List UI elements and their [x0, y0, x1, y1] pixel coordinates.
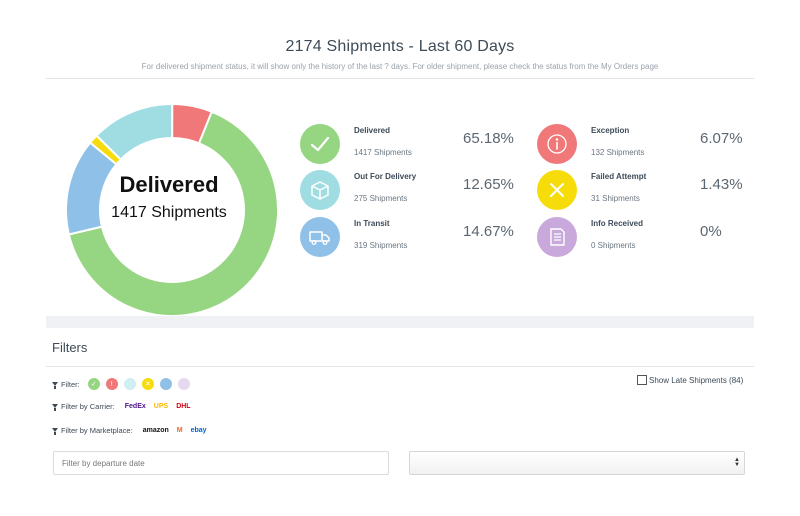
stat-label: In Transit	[354, 219, 390, 228]
marketplace-filter-label: Filter by Marketplace:	[61, 425, 133, 435]
header-divider	[46, 78, 754, 79]
donut-center-title: Delivered	[119, 172, 219, 197]
stat-count: 319 Shipments	[354, 241, 408, 250]
truck-icon	[300, 217, 340, 257]
funnel-icon	[52, 404, 58, 411]
package-icon	[300, 170, 340, 210]
status-filter-label: Filter:	[61, 379, 80, 389]
status-chip-failed-attempt[interactable]: ✕	[141, 378, 154, 390]
carrier-logo-group: FedEx UPS DHL	[117, 403, 191, 410]
select-arrows-icon: ▲ ▼	[734, 457, 740, 468]
carrier-logo-fedex[interactable]: FedEx	[124, 402, 146, 410]
stat-percent: 14.67%	[463, 223, 514, 240]
stat-label: Failed Attempt	[591, 172, 647, 181]
document-icon	[537, 217, 577, 257]
status-chip-out-for-delivery[interactable]	[123, 378, 136, 390]
status-chip-delivered[interactable]: ✓	[87, 378, 100, 390]
filter-select[interactable]: ▲ ▼	[409, 451, 745, 475]
info-icon	[537, 124, 577, 164]
donut-segment-delivered[interactable]	[67, 110, 279, 317]
stat-count: 0 Shipments	[591, 241, 636, 250]
carrier-logo-dhl[interactable]: DHL	[176, 402, 191, 410]
status-chip-info-received[interactable]	[177, 378, 190, 390]
status-chip-exception[interactable]: !	[105, 378, 118, 390]
stat-failed-attempt[interactable]: Failed Attempt 31 Shipments 1.43%	[537, 170, 747, 214]
stat-exception[interactable]: Exception 132 Shipments 6.07%	[537, 124, 747, 168]
funnel-icon	[52, 428, 58, 435]
page-subtitle: For delivered shipment status, it will s…	[141, 62, 659, 71]
carrier-logo-ups[interactable]: UPS	[153, 402, 169, 410]
page-title: 2174 Shipments - Last 60 Days	[285, 38, 515, 55]
stat-percent: 0%	[700, 223, 722, 240]
stat-percent: 12.65%	[463, 176, 514, 193]
section-divider-band	[46, 316, 754, 328]
stat-out-for-delivery[interactable]: Out For Delivery 275 Shipments 12.65%	[300, 170, 520, 214]
stat-count: 31 Shipments	[591, 194, 640, 203]
stat-label: Out For Delivery	[354, 172, 417, 181]
departure-date-input[interactable]	[53, 451, 389, 475]
funnel-icon	[52, 382, 58, 389]
page-header: 2174 Shipments - Last 60 Days For delive…	[0, 38, 800, 71]
stat-label: Info Received	[591, 219, 644, 228]
marketplace-logo-ebay[interactable]: ebay	[190, 426, 207, 434]
donut-hole	[101, 139, 243, 281]
late-shipments-toggle[interactable]: Show Late Shipments (84)	[637, 375, 743, 385]
stat-percent: 6.07%	[700, 130, 743, 147]
stat-percent: 65.18%	[463, 130, 514, 147]
stat-info-received[interactable]: Info Received 0 Shipments 0%	[537, 217, 747, 261]
check-icon	[300, 124, 340, 164]
carrier-filter-label: Filter by Carrier:	[61, 401, 115, 411]
filters-title: Filters	[52, 340, 88, 355]
stat-delivered[interactable]: Delivered 1417 Shipments 65.18%	[300, 124, 520, 168]
late-shipments-checkbox[interactable]	[637, 375, 647, 385]
filters-divider	[46, 366, 754, 367]
stat-label: Delivered	[354, 126, 391, 135]
stat-percent: 1.43%	[700, 176, 743, 193]
x-icon	[537, 170, 577, 210]
stat-in-transit[interactable]: In Transit 319 Shipments 14.67%	[300, 217, 520, 261]
stat-count: 1417 Shipments	[354, 148, 412, 157]
status-filter-row: Filter: ✓! ✕	[52, 377, 190, 391]
stat-label: Exception	[591, 126, 630, 135]
shipment-donut-chart: Delivered 1417 Shipments	[64, 102, 280, 318]
stat-count: 132 Shipments	[591, 148, 645, 157]
status-chip-in-transit[interactable]	[159, 378, 172, 390]
late-shipments-label: Show Late Shipments (84)	[649, 375, 744, 385]
stat-count: 275 Shipments	[354, 194, 408, 203]
carrier-filter-row: Filter by Carrier: FedEx UPS DHL	[52, 399, 191, 413]
marketplace-logo-magento[interactable]: M	[176, 426, 183, 434]
donut-segment-exception[interactable]	[171, 102, 214, 145]
donut-center: Delivered 1417 Shipments	[64, 102, 280, 318]
status-chip-group: ✓! ✕	[82, 378, 190, 390]
marketplace-logo-amazon[interactable]: amazon	[142, 426, 169, 434]
donut-svg	[65, 102, 279, 317]
donut-center-subtitle: 1417 Shipments	[111, 204, 227, 221]
